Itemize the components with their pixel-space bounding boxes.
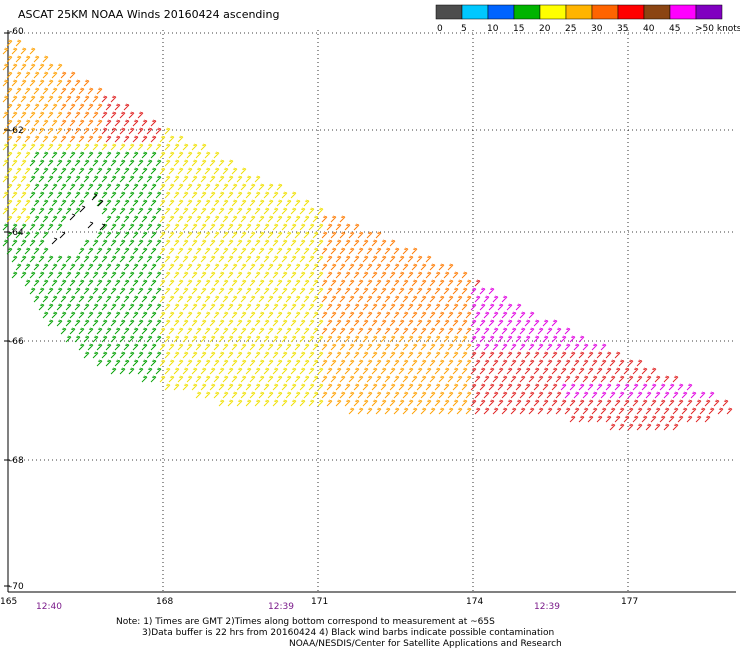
lon-tick-label: 177 xyxy=(621,597,638,607)
lon-tick-label: 168 xyxy=(156,597,173,607)
scale-label: 20 xyxy=(539,24,551,34)
lon-tick-label: 174 xyxy=(466,597,483,607)
lat-tick-label: -66 xyxy=(9,337,24,347)
scale-swatch xyxy=(539,4,567,20)
scale-swatch xyxy=(487,4,515,20)
wind-barb-group xyxy=(2,39,472,415)
wind-barb-group xyxy=(2,151,162,383)
scale-label: 10 xyxy=(487,24,499,34)
wind-barb-group xyxy=(470,287,715,399)
scale-label: 0 xyxy=(437,24,443,34)
color-scale-legend: 0 5 10 15 20 25 30 35 40 45 >50 knots xyxy=(435,4,740,34)
lon-tick-label: 165 xyxy=(0,597,17,607)
scale-label: 40 xyxy=(643,24,655,34)
scale-label: 25 xyxy=(565,24,576,34)
wind-barb-group xyxy=(2,127,324,407)
scale-swatch xyxy=(617,4,645,20)
lon-tick-label: 171 xyxy=(311,597,328,607)
map-axes: -60 -62 -64 -66 -68 -70 165 168 171 174 177 12:40 12… xyxy=(0,27,638,612)
scale-label: 30 xyxy=(591,24,603,34)
note-line-1: Note: 1) Times are GMT 2)Times along bot… xyxy=(116,617,495,627)
time-label: 12:39 xyxy=(534,602,560,612)
scale-swatch xyxy=(461,4,489,20)
lat-tick-label: -60 xyxy=(9,27,24,37)
map-grid xyxy=(7,30,736,593)
scale-swatch xyxy=(695,4,723,20)
time-label: 12:40 xyxy=(36,602,62,612)
note-line-3: NOAA/NESDIS/Center for Satellite Applica… xyxy=(289,639,562,649)
lat-tick-label: -62 xyxy=(9,126,24,136)
note-line-2: 3)Data buffer is 22 hrs from 20160424 4)… xyxy=(142,628,555,638)
scale-swatch xyxy=(669,4,697,20)
lat-tick-label: -70 xyxy=(9,582,24,592)
wind-barb-group xyxy=(60,71,472,335)
scale-label: 5 xyxy=(461,24,467,34)
scale-swatch xyxy=(513,4,541,20)
wind-barbs-swath xyxy=(2,39,733,431)
lat-tick-label: -64 xyxy=(9,228,24,238)
wind-barb-group xyxy=(101,95,733,431)
lat-tick-label: -68 xyxy=(9,456,24,466)
scale-swatch xyxy=(565,4,593,20)
scale-label: 45 xyxy=(669,24,680,34)
scale-swatch xyxy=(591,4,619,20)
scale-swatch xyxy=(643,4,671,20)
scale-swatch xyxy=(435,4,463,20)
scale-label: 35 xyxy=(617,24,628,34)
map-title: ASCAT 25KM NOAA Winds 20160424 ascending xyxy=(18,8,280,21)
scale-label: >50 knots xyxy=(695,24,740,34)
scale-label: 15 xyxy=(513,24,524,34)
wind-barb-group xyxy=(51,193,106,245)
time-label: 12:39 xyxy=(268,602,294,612)
